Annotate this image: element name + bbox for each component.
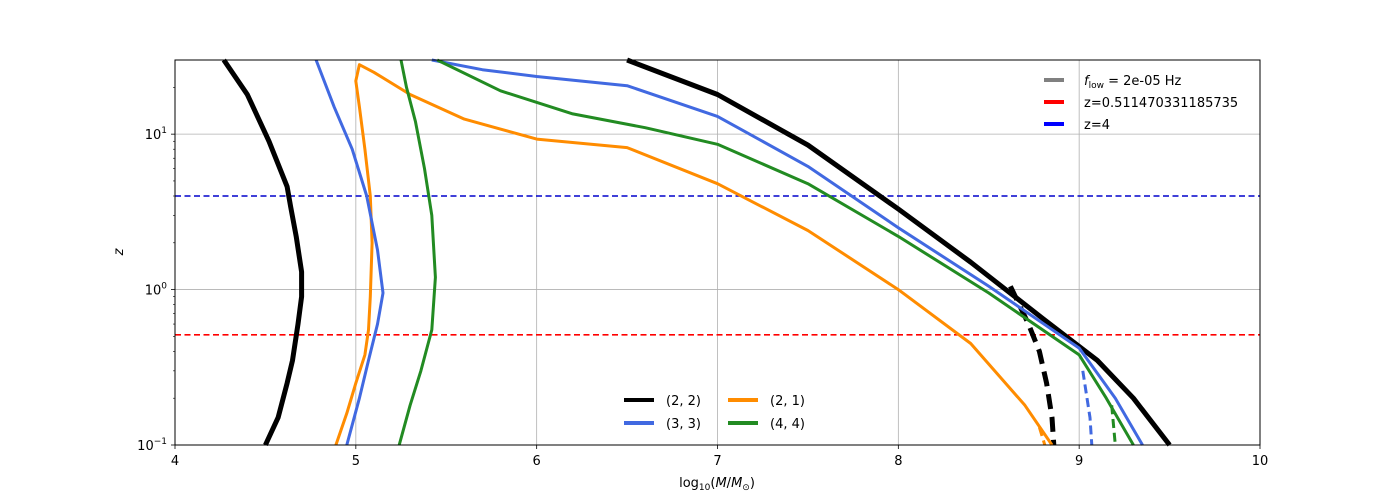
- series-line--2-2-seg-0: [221, 58, 305, 447]
- legend-bottom-label: (3, 3): [666, 417, 701, 432]
- y-tick-label: 10−1: [137, 437, 167, 454]
- legend-top-label: z=4: [1084, 118, 1110, 133]
- y-axis-label: z: [112, 247, 127, 256]
- x-tick-label: 8: [894, 454, 902, 469]
- x-tick-label: 7: [713, 454, 721, 469]
- x-tick-label: 4: [171, 454, 179, 469]
- x-axis-label: log10(M/M⊙): [679, 476, 755, 493]
- x-tick-label: 5: [352, 454, 360, 469]
- series-line--4-4-seg-0: [397, 59, 437, 446]
- legend-bottom-label: (2, 1): [770, 394, 805, 409]
- series-group: [221, 57, 1172, 447]
- ticks: 4 5 6 7 8 9 10 10−1 100 101: [137, 87, 1268, 469]
- series-line--3-3-seg-0: [314, 59, 385, 446]
- series-line--4-4-seg-1: [436, 58, 1135, 446]
- grid: [175, 60, 1260, 445]
- legend-bottom-label: (4, 4): [770, 417, 805, 432]
- legend-bottom: (2, 2) (2, 1) (3, 3) (4, 4): [624, 394, 805, 432]
- legend-top-label: flow = 2e-05 Hz: [1084, 74, 1182, 91]
- series-line--2-2-seg-1: [626, 57, 1172, 447]
- y-tick-label: 101: [145, 126, 167, 143]
- x-tick-label: 10: [1252, 454, 1269, 469]
- series-line--3-3-seg-1: [431, 58, 1144, 446]
- y-tick-label: 100: [145, 282, 168, 299]
- x-tick-label: 9: [1075, 454, 1083, 469]
- series-line--2-1-seg-0: [334, 63, 1054, 446]
- legend-top: flow = 2e-05 Hz z=0.511470331185735 z=4: [1044, 74, 1238, 133]
- legend-top-label: z=0.511470331185735: [1084, 96, 1238, 111]
- series-line--3-3-seg-2: [1081, 370, 1094, 446]
- reference-lines: [175, 195, 1260, 336]
- series-line--4-4-seg-2: [1110, 405, 1117, 446]
- legend-bottom-label: (2, 2): [666, 394, 701, 409]
- series-line--2-1-seg-1: [1037, 426, 1047, 446]
- x-tick-label: 6: [533, 454, 541, 469]
